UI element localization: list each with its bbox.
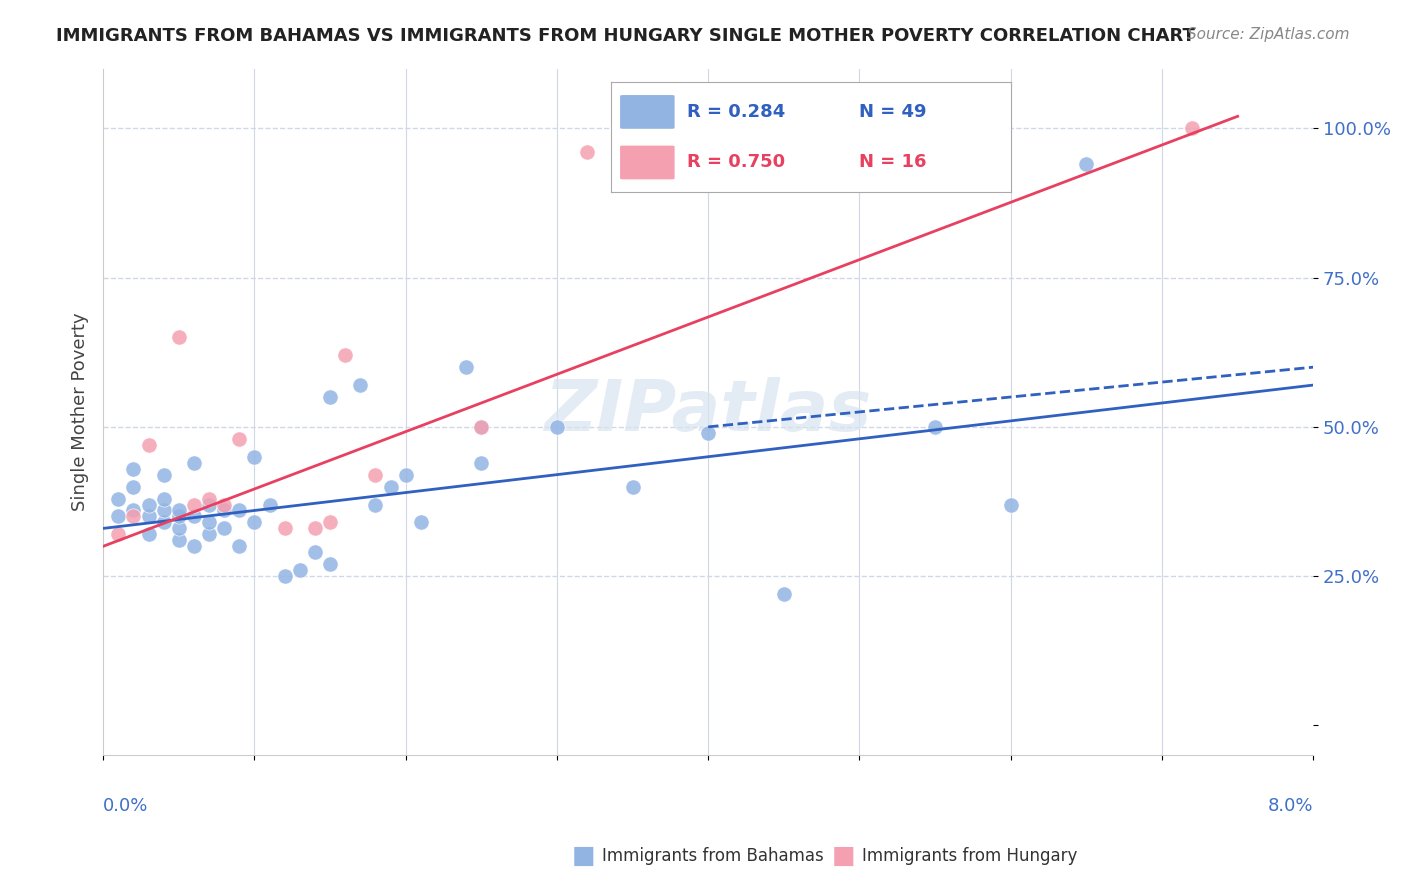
- Point: [456, 360, 478, 375]
- Text: 8.0%: 8.0%: [1268, 797, 1313, 814]
- Point: [470, 456, 492, 470]
- Point: [470, 420, 492, 434]
- Point: [183, 456, 205, 470]
- Point: [198, 527, 221, 541]
- Point: [697, 425, 720, 440]
- Point: [228, 503, 250, 517]
- Point: [546, 420, 568, 434]
- Point: [333, 348, 356, 362]
- Text: Immigrants from Hungary: Immigrants from Hungary: [862, 847, 1077, 865]
- Point: [1181, 121, 1204, 136]
- Point: [470, 420, 492, 434]
- Point: [122, 461, 145, 475]
- Point: [183, 498, 205, 512]
- Point: [1000, 498, 1022, 512]
- Point: [107, 527, 129, 541]
- Point: [228, 432, 250, 446]
- Point: [319, 558, 342, 572]
- Point: [198, 491, 221, 506]
- Point: [138, 498, 160, 512]
- Point: [138, 509, 160, 524]
- Point: [107, 491, 129, 506]
- Point: [183, 539, 205, 553]
- Point: [212, 503, 235, 517]
- Point: [167, 330, 190, 344]
- Point: [138, 527, 160, 541]
- Point: [152, 503, 174, 517]
- Point: [138, 438, 160, 452]
- Point: [621, 480, 644, 494]
- Point: [107, 509, 129, 524]
- Point: [288, 563, 311, 577]
- Point: [395, 467, 418, 482]
- Point: [364, 498, 387, 512]
- Point: [304, 545, 326, 559]
- Point: [152, 491, 174, 506]
- Point: [349, 378, 371, 392]
- Text: ■: ■: [572, 845, 595, 868]
- Point: [228, 539, 250, 553]
- Point: [167, 503, 190, 517]
- Point: [198, 498, 221, 512]
- Point: [259, 498, 281, 512]
- Point: [122, 480, 145, 494]
- Point: [212, 521, 235, 535]
- Point: [924, 420, 946, 434]
- Point: [167, 533, 190, 548]
- Point: [576, 145, 599, 160]
- Text: ■: ■: [832, 845, 855, 868]
- Point: [319, 516, 342, 530]
- Point: [1076, 157, 1098, 171]
- Point: [243, 516, 266, 530]
- Point: [243, 450, 266, 464]
- Point: [122, 503, 145, 517]
- Point: [364, 467, 387, 482]
- Y-axis label: Single Mother Poverty: Single Mother Poverty: [72, 312, 89, 511]
- Point: [409, 516, 432, 530]
- Point: [304, 521, 326, 535]
- Point: [319, 390, 342, 404]
- Text: Immigrants from Bahamas: Immigrants from Bahamas: [602, 847, 824, 865]
- Point: [183, 509, 205, 524]
- Point: [212, 498, 235, 512]
- Point: [167, 509, 190, 524]
- Text: ZIPatlas: ZIPatlas: [544, 377, 872, 446]
- Text: 0.0%: 0.0%: [103, 797, 149, 814]
- Point: [198, 516, 221, 530]
- Point: [273, 569, 295, 583]
- Point: [273, 521, 295, 535]
- Point: [152, 467, 174, 482]
- Point: [167, 521, 190, 535]
- Point: [122, 509, 145, 524]
- Point: [152, 516, 174, 530]
- Text: IMMIGRANTS FROM BAHAMAS VS IMMIGRANTS FROM HUNGARY SINGLE MOTHER POVERTY CORRELA: IMMIGRANTS FROM BAHAMAS VS IMMIGRANTS FR…: [56, 27, 1195, 45]
- Text: Source: ZipAtlas.com: Source: ZipAtlas.com: [1187, 27, 1350, 42]
- Point: [772, 587, 794, 601]
- Point: [380, 480, 402, 494]
